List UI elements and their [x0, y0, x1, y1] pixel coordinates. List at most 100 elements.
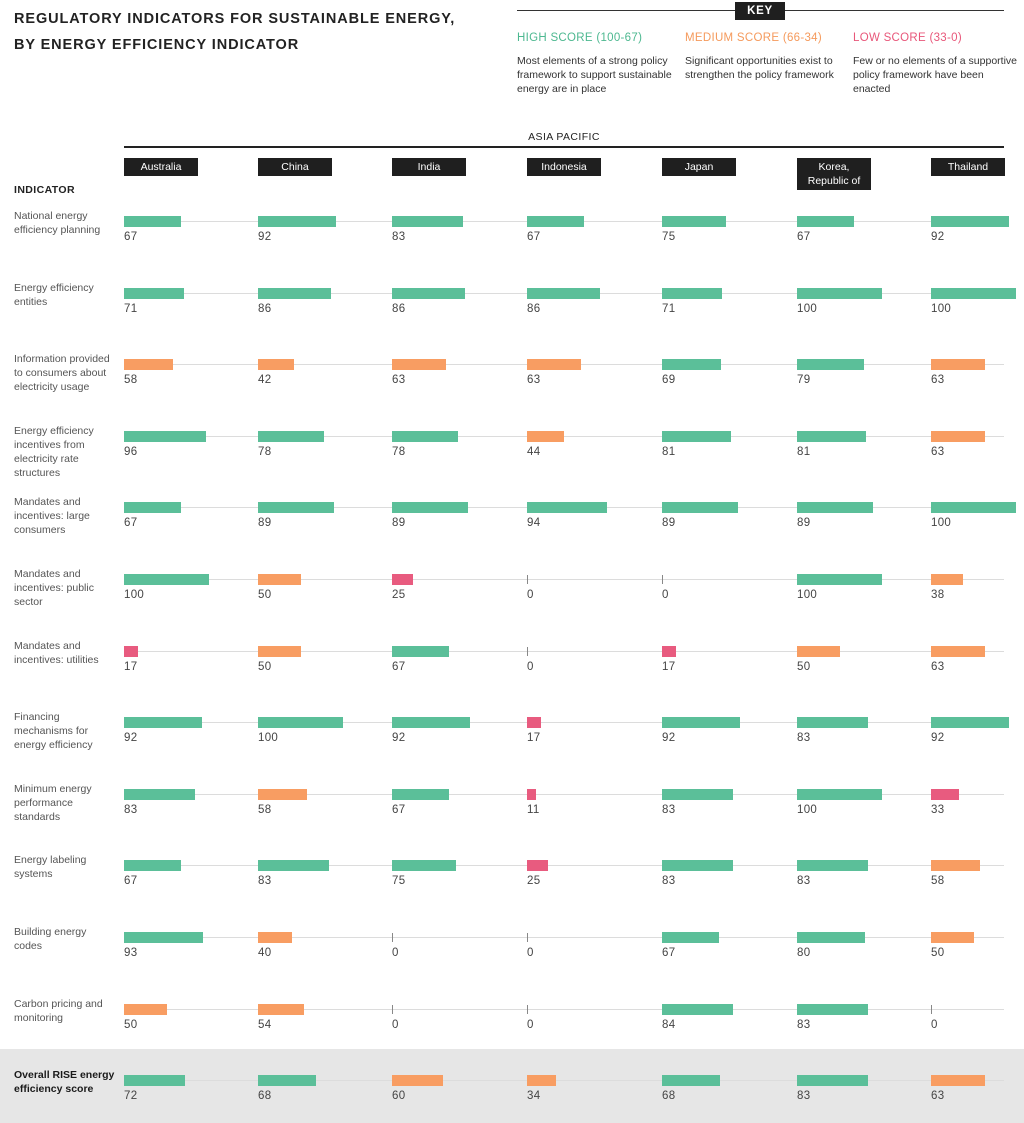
- score-value-australia: 17: [124, 661, 138, 673]
- score-bar-australia: [124, 1075, 185, 1086]
- zero-score-tick-indonesia: [527, 575, 528, 584]
- row-gridline: [124, 937, 1004, 938]
- score-bar-china: [258, 359, 294, 370]
- indicator-label: Energy efficiency entities: [14, 282, 94, 308]
- score-value-japan: 92: [662, 732, 676, 744]
- score-value-australia: 67: [124, 875, 138, 887]
- score-bar-indonesia: [527, 288, 600, 299]
- score-bar-korea: [797, 932, 865, 943]
- indicator-label: Information provided to consumers about …: [14, 353, 110, 393]
- score-bar-indonesia: [527, 359, 581, 370]
- key-high-desc: Most elements of a strong policy framewo…: [517, 55, 672, 95]
- score-value-china: 89: [258, 517, 272, 529]
- score-bar-japan: [662, 359, 721, 370]
- country-header-china: China: [258, 158, 332, 176]
- key-medium-title: MEDIUM SCORE (66-34): [685, 32, 822, 44]
- score-value-australia: 83: [124, 804, 138, 816]
- country-header-thailand: Thailand: [931, 158, 1005, 176]
- score-bar-japan: [662, 932, 719, 943]
- score-bar-indonesia: [527, 789, 536, 800]
- score-bar-korea: [797, 717, 868, 728]
- score-value-thailand: 33: [931, 804, 945, 816]
- score-value-australia: 93: [124, 947, 138, 959]
- score-value-china: 58: [258, 804, 272, 816]
- score-bar-korea: [797, 502, 873, 513]
- score-bar-indonesia: [527, 502, 607, 513]
- score-value-australia: 100: [124, 589, 145, 601]
- score-value-thailand: 63: [931, 446, 945, 458]
- score-value-korea: 81: [797, 446, 811, 458]
- score-bar-china: [258, 502, 334, 513]
- chart-title-line-2: BY ENERGY EFFICIENCY INDICATOR: [14, 37, 300, 53]
- score-value-india: 89: [392, 517, 406, 529]
- score-bar-japan: [662, 646, 676, 657]
- score-bar-korea: [797, 574, 882, 585]
- region-label: ASIA PACIFIC: [528, 131, 600, 143]
- score-bar-australia: [124, 1004, 167, 1015]
- score-bar-india: [392, 789, 449, 800]
- score-value-india: 25: [392, 589, 406, 601]
- score-value-australia: 72: [124, 1090, 138, 1102]
- score-bar-indonesia: [527, 431, 564, 442]
- score-value-japan: 0: [662, 589, 669, 601]
- zero-score-tick-thailand: [931, 1005, 932, 1014]
- key-label: KEY: [735, 2, 785, 20]
- score-bar-thailand: [931, 932, 974, 943]
- indicator-label: National energy efficiency planning: [14, 210, 101, 236]
- score-bar-china: [258, 288, 331, 299]
- score-bar-australia: [124, 359, 173, 370]
- score-value-australia: 92: [124, 732, 138, 744]
- score-bar-india: [392, 860, 456, 871]
- score-value-indonesia: 94: [527, 517, 541, 529]
- row-gridline: [124, 436, 1004, 437]
- zero-score-tick-india: [392, 933, 393, 942]
- score-bar-korea: [797, 288, 882, 299]
- score-bar-india: [392, 359, 446, 370]
- country-header-japan: Japan: [662, 158, 736, 176]
- score-bar-china: [258, 431, 324, 442]
- score-bar-thailand: [931, 1075, 985, 1086]
- score-value-japan: 83: [662, 875, 676, 887]
- score-bar-korea: [797, 1004, 868, 1015]
- indicator-label: Building energy codes: [14, 926, 87, 952]
- score-value-korea: 100: [797, 303, 818, 315]
- score-bar-thailand: [931, 574, 963, 585]
- zero-score-tick-indonesia: [527, 933, 528, 942]
- score-bar-australia: [124, 216, 181, 227]
- score-value-india: 0: [392, 947, 399, 959]
- score-value-japan: 83: [662, 804, 676, 816]
- score-value-indonesia: 25: [527, 875, 541, 887]
- score-bar-indonesia: [527, 860, 548, 871]
- row-gridline: [124, 1009, 1004, 1010]
- score-bar-china: [258, 717, 343, 728]
- score-bar-india: [392, 288, 465, 299]
- score-value-india: 67: [392, 804, 406, 816]
- score-value-thailand: 100: [931, 303, 952, 315]
- score-value-japan: 67: [662, 947, 676, 959]
- score-bar-china: [258, 574, 301, 585]
- score-bar-china: [258, 1075, 316, 1086]
- score-bar-thailand: [931, 359, 985, 370]
- score-value-india: 63: [392, 374, 406, 386]
- score-value-china: 78: [258, 446, 272, 458]
- score-bar-china: [258, 789, 307, 800]
- score-value-japan: 81: [662, 446, 676, 458]
- score-bar-thailand: [931, 646, 985, 657]
- row-gridline: [124, 579, 1004, 580]
- score-value-japan: 69: [662, 374, 676, 386]
- score-bar-korea: [797, 789, 882, 800]
- overall-score-label: Overall RISE energy efficiency score: [14, 1069, 115, 1095]
- score-value-indonesia: 0: [527, 1019, 534, 1031]
- indicator-column-header: INDICATOR: [14, 184, 75, 196]
- score-value-korea: 67: [797, 231, 811, 243]
- score-value-indonesia: 44: [527, 446, 541, 458]
- score-bar-india: [392, 717, 470, 728]
- indicator-label: Financing mechanisms for energy efficien…: [14, 711, 93, 751]
- score-bar-china: [258, 646, 301, 657]
- score-bar-india: [392, 431, 458, 442]
- score-value-indonesia: 86: [527, 303, 541, 315]
- chart-title-line-1: REGULATORY INDICATORS FOR SUSTAINABLE EN…: [14, 11, 456, 27]
- score-bar-indonesia: [527, 717, 541, 728]
- score-value-korea: 100: [797, 589, 818, 601]
- score-bar-thailand: [931, 860, 980, 871]
